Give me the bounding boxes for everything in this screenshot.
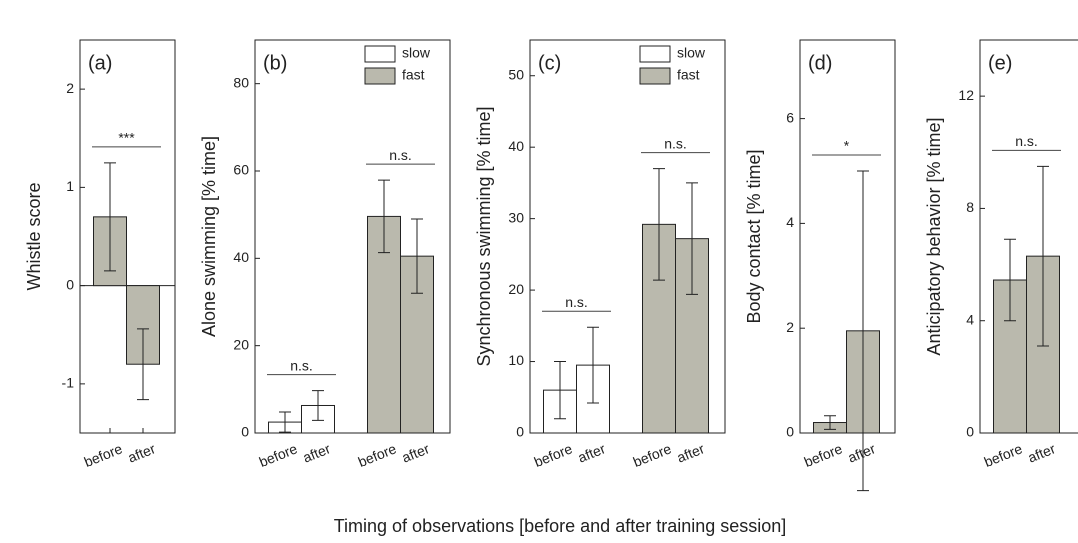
y-axis-title: Whistle score bbox=[24, 182, 44, 290]
y-tick-label: -1 bbox=[62, 375, 75, 391]
y-tick-label: 2 bbox=[66, 80, 74, 96]
error-bar bbox=[104, 162, 116, 272]
y-tick-label: 20 bbox=[233, 336, 249, 352]
significance-label: n.s. bbox=[1015, 133, 1038, 149]
y-tick-label: 8 bbox=[966, 199, 974, 215]
panel-label: (a) bbox=[88, 52, 112, 74]
y-tick-label: 40 bbox=[508, 138, 524, 154]
plot-frame bbox=[254, 39, 451, 434]
y-tick-label: 2 bbox=[786, 319, 794, 335]
panel-label: (c) bbox=[538, 52, 561, 74]
error-bar bbox=[587, 326, 599, 404]
panel-label: (e) bbox=[988, 52, 1012, 74]
y-tick-label: 1 bbox=[66, 178, 74, 194]
error-bar bbox=[1037, 165, 1049, 347]
error-bar bbox=[411, 218, 423, 294]
x-tick-label: after bbox=[846, 440, 878, 465]
x-tick-label: before bbox=[532, 440, 575, 470]
y-tick-label: 6 bbox=[786, 109, 794, 125]
y-axis-title: Alone swimming [% time] bbox=[199, 136, 219, 337]
legend-swatch bbox=[639, 45, 671, 63]
x-tick-label: before bbox=[802, 440, 845, 470]
error-bar bbox=[312, 390, 324, 421]
y-tick-label: 4 bbox=[786, 214, 794, 230]
significance-label: *** bbox=[118, 130, 135, 146]
legend-label: fast bbox=[677, 67, 700, 83]
y-tick-label: 0 bbox=[786, 424, 794, 440]
y-tick-label: 40 bbox=[233, 249, 249, 265]
y-tick-label: 20 bbox=[508, 281, 524, 297]
legend-swatch bbox=[639, 67, 671, 85]
error-bar bbox=[378, 179, 390, 254]
error-bar bbox=[137, 328, 149, 401]
x-tick-label: after bbox=[301, 440, 333, 465]
error-bar bbox=[279, 411, 291, 433]
x-axis-title: Timing of observations [before and after… bbox=[334, 516, 787, 536]
y-tick-label: 30 bbox=[508, 209, 524, 225]
error-bar bbox=[653, 168, 665, 281]
y-tick-label: 0 bbox=[66, 276, 74, 292]
y-tick-label: 0 bbox=[516, 424, 524, 440]
x-tick-label: before bbox=[982, 440, 1025, 470]
error-bar bbox=[824, 415, 836, 430]
plot-frame bbox=[79, 39, 176, 434]
error-bar bbox=[857, 170, 869, 492]
y-axis-title: Body contact [% time] bbox=[744, 149, 764, 323]
x-tick-label: after bbox=[675, 440, 707, 465]
legend-swatch bbox=[364, 67, 396, 85]
significance-label: n.s. bbox=[664, 135, 687, 151]
x-tick-label: before bbox=[356, 440, 399, 470]
y-axis-title: Anticipatory behavior [% time] bbox=[924, 117, 944, 355]
error-bar bbox=[686, 182, 698, 295]
y-tick-label: 4 bbox=[966, 311, 974, 327]
legend-label: slow bbox=[402, 45, 431, 61]
legend-label: fast bbox=[402, 67, 425, 83]
y-axis-title: Synchronous swimming [% time] bbox=[474, 106, 494, 366]
x-tick-label: after bbox=[400, 440, 432, 465]
x-tick-label: before bbox=[82, 440, 125, 470]
y-tick-label: 10 bbox=[508, 352, 524, 368]
y-tick-label: 50 bbox=[508, 66, 524, 82]
x-tick-label: before bbox=[257, 440, 300, 470]
x-tick-label: after bbox=[126, 440, 158, 465]
significance-label: n.s. bbox=[565, 294, 588, 310]
legend-swatch bbox=[364, 45, 396, 63]
y-tick-label: 60 bbox=[233, 162, 249, 178]
y-tick-label: 0 bbox=[966, 424, 974, 440]
x-tick-label: after bbox=[1026, 440, 1058, 465]
x-tick-label: after bbox=[576, 440, 608, 465]
significance-label: n.s. bbox=[389, 147, 412, 163]
panel-label: (b) bbox=[263, 52, 287, 74]
panel-label: (d) bbox=[808, 52, 832, 74]
error-bar bbox=[554, 361, 566, 420]
y-tick-label: 12 bbox=[958, 87, 974, 103]
y-tick-label: 0 bbox=[241, 424, 249, 440]
plot-frame bbox=[529, 39, 726, 434]
error-bar bbox=[1004, 238, 1016, 322]
y-tick-label: 80 bbox=[233, 74, 249, 90]
significance-label: * bbox=[844, 138, 850, 154]
significance-label: n.s. bbox=[290, 357, 313, 373]
x-tick-label: before bbox=[631, 440, 674, 470]
legend-label: slow bbox=[677, 45, 706, 61]
